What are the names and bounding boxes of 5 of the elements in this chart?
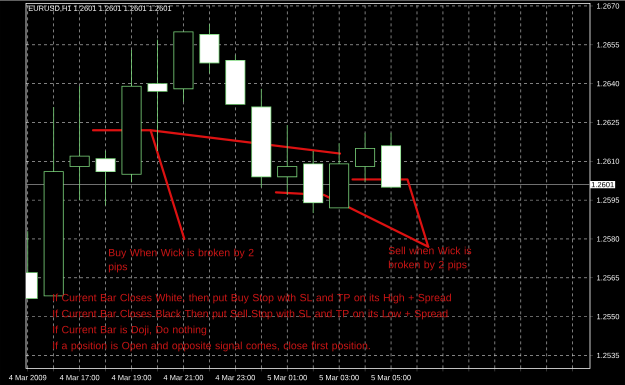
annotation: If a position is Open and opposite signal comes, close first position.	[53, 341, 370, 352]
annotation: Buy When Wick is broken by 2 pips	[108, 248, 254, 272]
annotation: If Current Bar Closes Black Then put Sell Stop with SL and TP on its Low + Spread	[53, 309, 448, 320]
annotation: If Current Bar is Doji, Do nothing	[53, 325, 206, 336]
annotation: Sell when Wick is broken by 2 pips	[388, 246, 472, 270]
